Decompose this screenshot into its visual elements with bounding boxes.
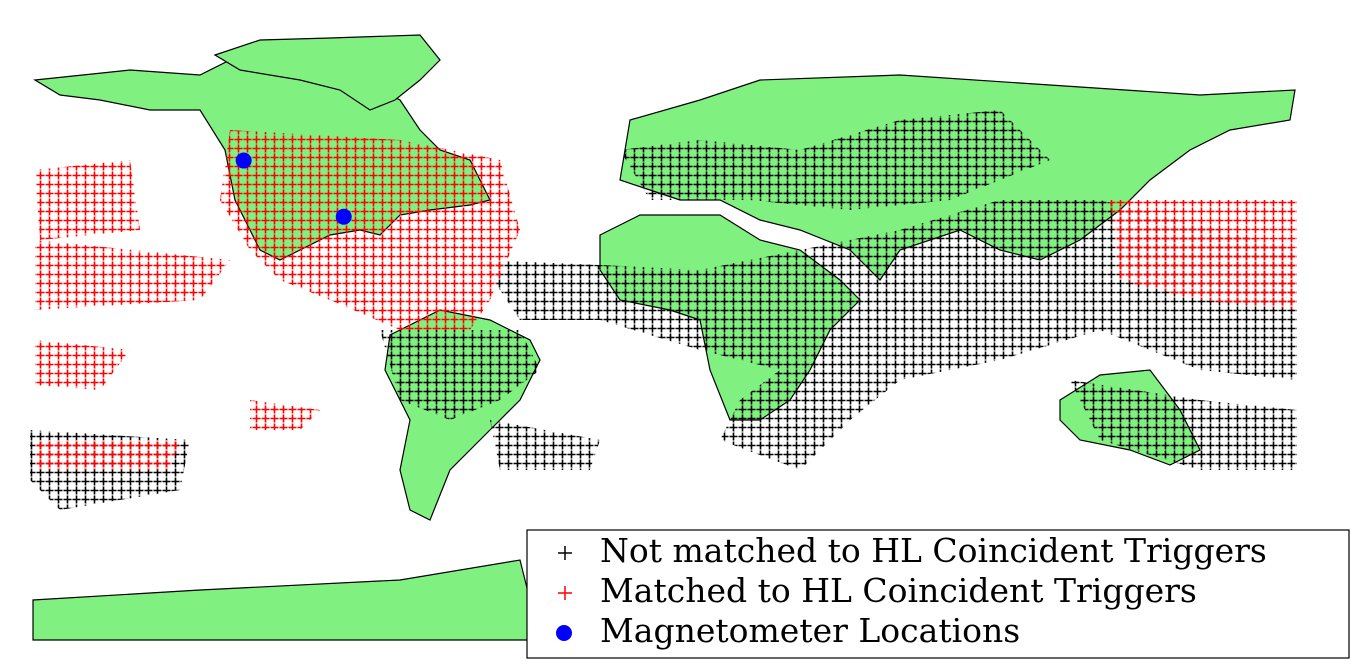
legend-marker [556, 625, 572, 641]
trigger-cloud [490, 420, 600, 470]
trigger-cloud [35, 160, 140, 240]
legend-marker [558, 546, 572, 560]
greenland [213, 34, 441, 111]
trigger-cloud [620, 110, 1050, 210]
trigger-cloud [35, 340, 130, 390]
trigger-cloud [1110, 200, 1297, 310]
magnetometer [235, 152, 252, 169]
trigger-cloud [250, 400, 320, 430]
matched-triggers [35, 130, 1297, 470]
trigger-cloud [1070, 380, 1297, 470]
trigger-cloud [35, 440, 180, 470]
antarctica [32, 559, 541, 641]
trigger-cloud [480, 200, 1297, 470]
trigger-cloud [220, 130, 520, 330]
legend-box [526, 529, 1350, 659]
legend-label: Not matched to HL Coincident Triggers [600, 531, 1267, 570]
legend-label: Matched to HL Coincident Triggers [600, 571, 1197, 610]
legend-marker [558, 586, 572, 600]
legend-label: Magnetometer Locations [600, 611, 1020, 650]
trigger-cloud [380, 330, 540, 420]
magnetometer [335, 208, 352, 225]
trigger-cloud [35, 240, 230, 310]
